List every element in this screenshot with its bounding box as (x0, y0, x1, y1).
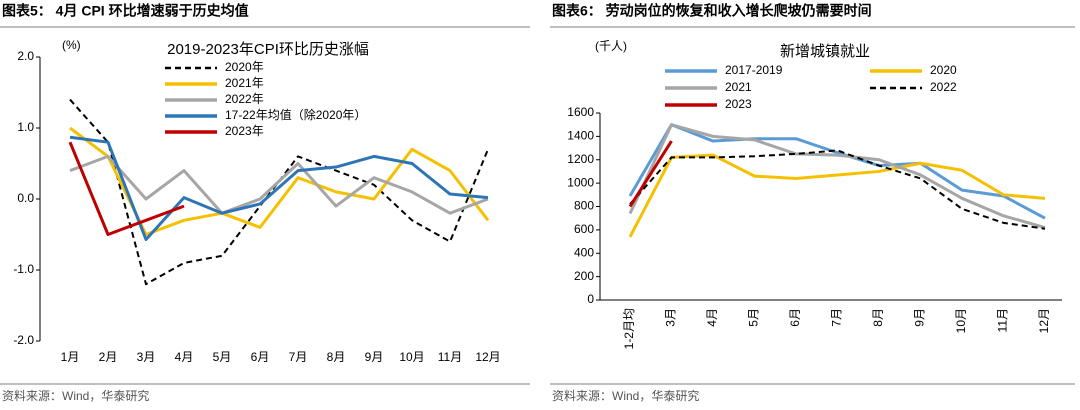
series-line (69, 98, 489, 286)
chart-title: 2019-2023年CPI环比历史涨幅 (167, 41, 369, 58)
series-line (628, 123, 1046, 229)
y-tick-label: 2.0 (17, 49, 34, 63)
legend-label: 2023年 (225, 124, 264, 138)
x-tick-label: 11月 (996, 308, 1010, 332)
legend-label: 2020 (930, 63, 957, 77)
y-tick-label: 0 (587, 292, 594, 306)
series-line (69, 154, 489, 215)
x-tick-label: 10月 (399, 350, 424, 364)
x-tick-label: 7月 (830, 308, 844, 327)
legend-label: 2022 (930, 80, 957, 94)
x-tick-label: 4月 (705, 308, 719, 327)
legend-label: 2022年 (225, 92, 264, 106)
legend-label: 2021年 (225, 76, 264, 90)
source: 资料来源：Wind，华泰研究 (2, 388, 149, 403)
x-tick-label: 8月 (871, 308, 885, 327)
y-tick-label: 400 (574, 245, 594, 259)
y-tick-label: 1200 (567, 152, 594, 166)
legend-label: 2017-2019 (725, 63, 783, 77)
series-line (628, 123, 1046, 220)
x-tick-label: 2月 (99, 350, 118, 364)
legend-label: 2021 (725, 80, 752, 94)
x-tick-label: 7月 (289, 350, 308, 364)
x-tick-label: 6月 (251, 350, 270, 364)
figure-title: 图表5： 4月 CPI 环比增速弱于历史均值 (2, 3, 249, 19)
y-tick-label: -2.0 (13, 333, 34, 347)
chart-title: 新增城镇就业 (780, 43, 870, 60)
legend-label: 17-22年均值（除2020年） (225, 107, 366, 122)
x-tick-label: 4月 (175, 350, 194, 364)
y-tick-label: 1000 (567, 175, 594, 189)
x-tick-label: 8月 (327, 350, 346, 364)
y-tick-label: 800 (574, 199, 594, 213)
x-tick-label: 3月 (664, 308, 678, 327)
x-tick-label: 3月 (137, 350, 156, 364)
y-tick-label: 600 (574, 222, 594, 236)
series-line (628, 140, 673, 208)
series-line (68, 141, 185, 236)
x-tick-label: 1月 (61, 350, 80, 364)
y-tick-label: 1.0 (17, 120, 34, 134)
x-tick-label: 11月 (438, 350, 462, 364)
legend-label: 2023 (725, 97, 752, 111)
y-tick-label: -1.0 (13, 262, 34, 276)
y-tick-label: 0.0 (17, 191, 34, 205)
x-tick-label: 1-2月均 (622, 308, 636, 349)
series-line (628, 153, 1046, 238)
x-tick-label: 12月 (475, 350, 500, 364)
x-tick-label: 5月 (747, 308, 761, 327)
figure-title: 图表6： 劳动岗位的恢复和收入增长爬坡仍需要时间 (552, 3, 872, 19)
x-tick-label: 12月 (1037, 308, 1051, 333)
x-tick-label: 10月 (954, 308, 968, 333)
source: 资料来源：Wind，华泰研究 (552, 388, 699, 403)
series-line (629, 149, 1046, 230)
y-tick-label: 1400 (567, 129, 594, 143)
y-tick-label: 1600 (567, 105, 594, 119)
x-tick-label: 5月 (213, 350, 232, 364)
x-tick-label: 6月 (788, 308, 802, 327)
unit-label: (%) (62, 38, 81, 52)
x-tick-label: 9月 (913, 308, 927, 327)
legend-label: 2020年 (225, 60, 264, 74)
x-tick-label: 9月 (365, 350, 384, 364)
unit-label: (千人) (595, 39, 627, 53)
y-tick-label: 200 (574, 269, 594, 283)
